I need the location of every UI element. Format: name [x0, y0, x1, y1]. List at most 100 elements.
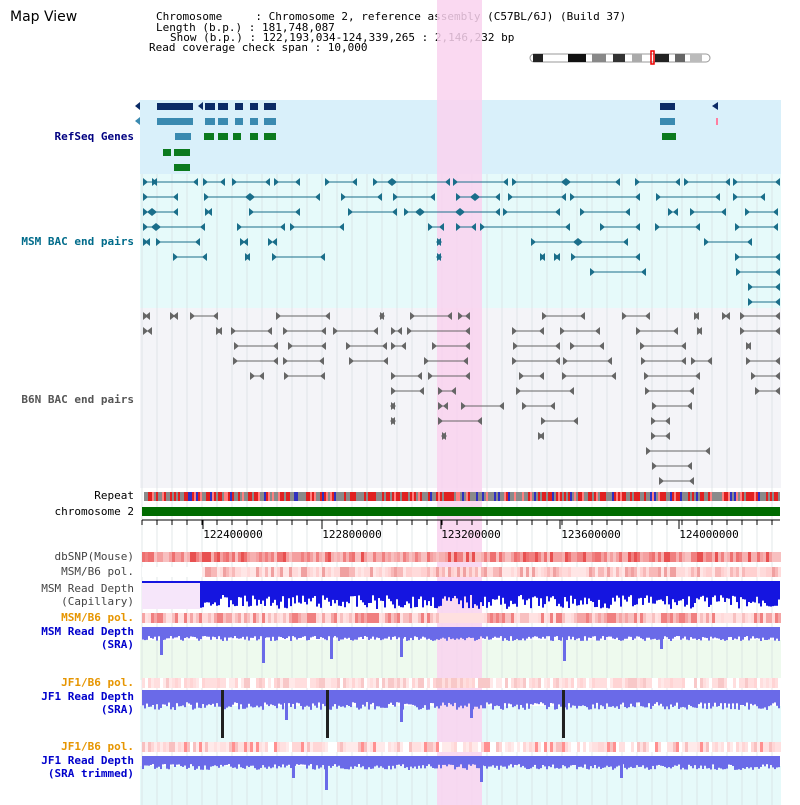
depth-bar — [770, 756, 772, 766]
heat-cell — [280, 613, 283, 623]
track-label-b6n-bac[interactable]: B6N BAC end pairs — [21, 393, 134, 406]
b6n-pair-end — [190, 312, 195, 320]
heat-cell — [439, 678, 442, 688]
depth-bar — [534, 690, 536, 704]
heat-cell — [601, 678, 604, 688]
msm-pair-end — [733, 193, 738, 201]
depth-bar — [502, 581, 504, 598]
depth-bar — [200, 627, 202, 640]
heat-cell — [445, 678, 448, 688]
repeat-block — [630, 492, 632, 501]
depth-bar — [156, 627, 158, 641]
depth-bar — [516, 581, 518, 607]
depth-bar — [722, 581, 724, 598]
depth-bar — [486, 581, 488, 608]
chromosome-ideogram[interactable] — [529, 50, 711, 65]
depth-bar — [192, 627, 194, 637]
heat-cell — [196, 552, 199, 562]
heat-cell — [157, 567, 160, 577]
msm-pair-end — [578, 238, 583, 246]
track-label-jf1-b6-pol-1[interactable]: JF1/B6 pol. — [61, 676, 134, 689]
depth-bar — [356, 756, 358, 767]
heat-cell — [559, 567, 562, 577]
heat-cell — [187, 678, 190, 688]
msm-pair-end — [243, 238, 248, 246]
depth-bar — [416, 627, 418, 638]
heat-cell — [295, 552, 298, 562]
track-label-jf1-b6-pol-2[interactable]: JF1/B6 pol. — [61, 740, 134, 753]
heat-cell — [172, 742, 175, 752]
depth-bar — [724, 690, 726, 704]
heat-cell — [184, 678, 187, 688]
b6n-bac-end-pairs[interactable] — [143, 312, 780, 485]
depth-bar — [242, 756, 244, 769]
heat-cell — [520, 678, 523, 688]
track-label-refseq[interactable]: RefSeq Genes — [54, 130, 134, 143]
depth-bar — [346, 756, 348, 770]
repeat-block — [562, 492, 564, 501]
depth-bar — [510, 756, 512, 765]
msm-pair-end — [200, 223, 205, 231]
heat-cell — [751, 678, 754, 688]
track-label-msm-b6-pol-2[interactable]: MSM/B6 pol. — [61, 611, 134, 624]
depth-bar — [592, 581, 594, 603]
heat-cell — [565, 742, 568, 752]
heat-cell — [463, 613, 466, 623]
depth-bar — [456, 627, 458, 639]
heat-cell — [727, 552, 730, 562]
track-label-msm-depth-cap[interactable]: MSM Read Depth — [41, 582, 134, 595]
heat-cell — [637, 567, 640, 577]
msm-pair-end — [456, 193, 461, 201]
depth-bar — [702, 627, 704, 638]
heat-cell — [520, 567, 523, 577]
refseq-genes[interactable] — [135, 102, 718, 171]
heat-cell — [391, 678, 394, 688]
heat-cell — [286, 613, 289, 623]
depth-bar — [560, 627, 562, 641]
depth-bar — [526, 581, 528, 601]
depth-bar — [642, 627, 644, 640]
track-label-jf1-depth-trim[interactable]: JF1 Read Depth — [41, 754, 134, 767]
depth-bar — [436, 581, 438, 609]
heat-cell — [661, 552, 664, 562]
repeat-block — [740, 492, 742, 501]
heat-cell — [427, 567, 430, 577]
depth-bar — [718, 627, 720, 639]
repeat-block — [242, 492, 244, 501]
track-label-msm-depth-sra[interactable]: MSM Read Depth — [41, 625, 134, 638]
depth-bar — [436, 756, 438, 769]
track-label-msm-bac[interactable]: MSM BAC end pairs — [21, 235, 134, 248]
heat-cell — [772, 552, 775, 562]
axis-tick-label: 123600000 — [561, 528, 621, 541]
msm-bac-end-pairs[interactable] — [143, 178, 780, 306]
depth-bar — [580, 690, 582, 707]
heat-cell — [214, 613, 217, 623]
repeat-block — [552, 492, 554, 501]
depth-bar — [356, 627, 358, 640]
heat-cell — [163, 678, 166, 688]
repeat-block — [490, 492, 492, 501]
track-label-jf1-depth-trim-sub: (SRA trimmed) — [47, 767, 134, 780]
repeat-block — [684, 492, 686, 501]
heat-cell — [370, 678, 373, 688]
heat-cell — [742, 613, 745, 623]
heat-cell — [550, 742, 553, 752]
heat-cell — [214, 678, 217, 688]
highlight-region[interactable] — [437, 0, 482, 805]
heat-cell — [529, 678, 532, 688]
depth-bar — [690, 581, 692, 609]
track-label-jf1-depth-sra[interactable]: JF1 Read Depth — [41, 690, 134, 703]
repeat-block — [220, 492, 222, 501]
depth-bar — [308, 690, 310, 707]
track-label-dbsnp[interactable]: dbSNP(Mouse) — [54, 550, 134, 563]
depth-spike — [400, 627, 403, 657]
repeat-block — [384, 492, 386, 501]
track-label-msm-b6-pol-1[interactable]: MSM/B6 pol. — [61, 565, 134, 578]
depth-bar — [344, 627, 346, 638]
heat-cell — [409, 678, 412, 688]
heat-cell — [235, 567, 238, 577]
heat-cell — [637, 552, 640, 562]
depth-bar — [312, 690, 314, 704]
depth-bar — [436, 627, 438, 640]
